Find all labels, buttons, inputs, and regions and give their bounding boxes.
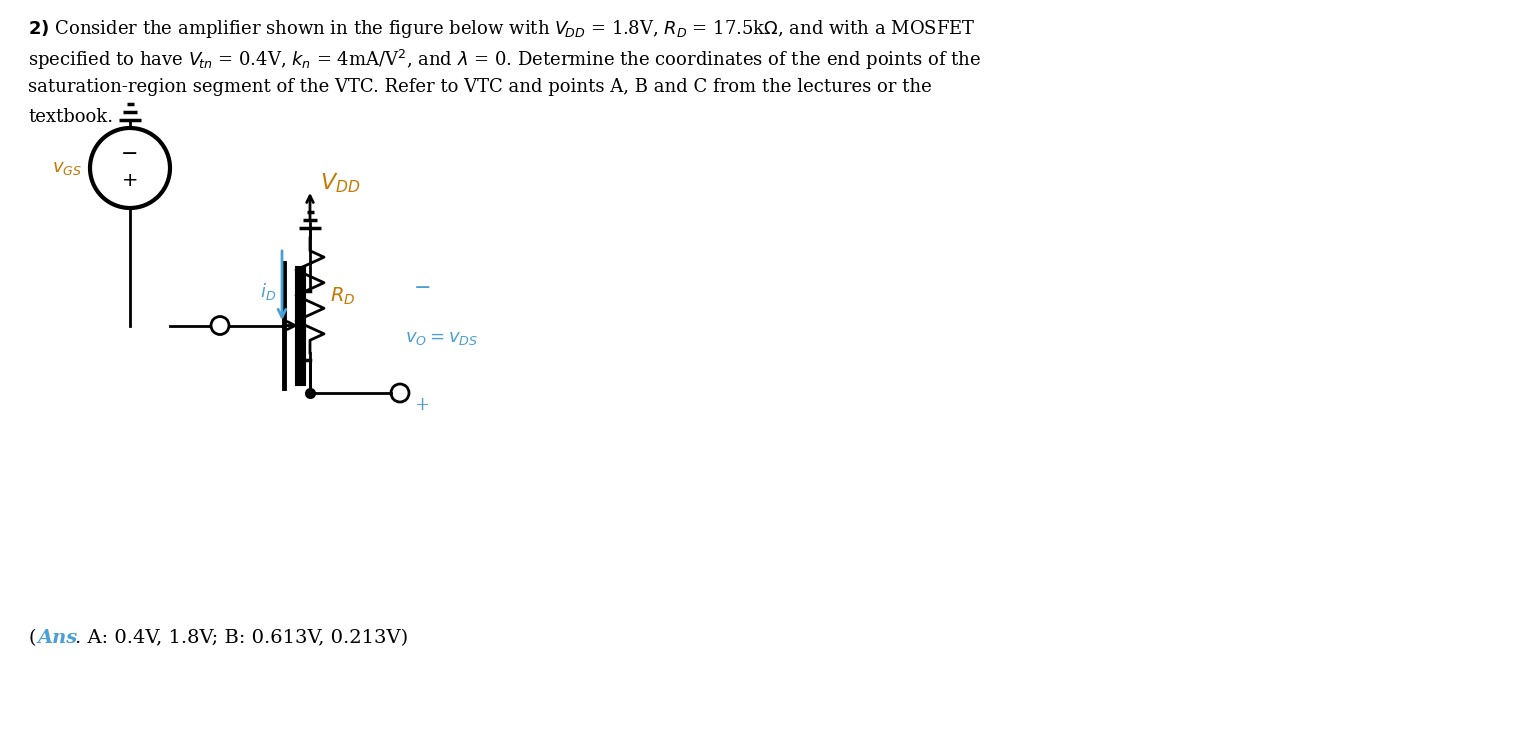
Text: +: + xyxy=(414,396,430,414)
Text: Ans: Ans xyxy=(38,629,79,647)
Text: $v_{GS}$: $v_{GS}$ xyxy=(52,159,82,177)
Text: +: + xyxy=(122,170,139,190)
Text: . A: 0.4V, 1.8V; B: 0.613V, 0.213V): . A: 0.4V, 1.8V; B: 0.613V, 0.213V) xyxy=(75,629,408,647)
Text: $v_O= v_{DS}$: $v_O= v_{DS}$ xyxy=(405,329,477,347)
Text: $\mathbf{2)}$ Consider the amplifier shown in the figure below with $\mathit{V}_: $\mathbf{2)}$ Consider the amplifier sho… xyxy=(28,18,975,40)
Text: $i_D$: $i_D$ xyxy=(260,280,276,302)
Text: $R_D$: $R_D$ xyxy=(330,286,356,307)
Text: (: ( xyxy=(28,629,35,647)
Text: textbook.: textbook. xyxy=(28,108,112,126)
Text: $V_{DD}$: $V_{DD}$ xyxy=(320,171,360,195)
Text: −: − xyxy=(122,144,139,164)
Text: −: − xyxy=(414,278,431,297)
Text: specified to have $\mathit{V}_{\!tn}$ = 0.4V, $\mathit{k}_n$ = 4mA/V$^2$, and $\: specified to have $\mathit{V}_{\!tn}$ = … xyxy=(28,48,981,72)
Text: saturation-region segment of the VTC. Refer to VTC and points A, B and C from th: saturation-region segment of the VTC. Re… xyxy=(28,78,932,96)
